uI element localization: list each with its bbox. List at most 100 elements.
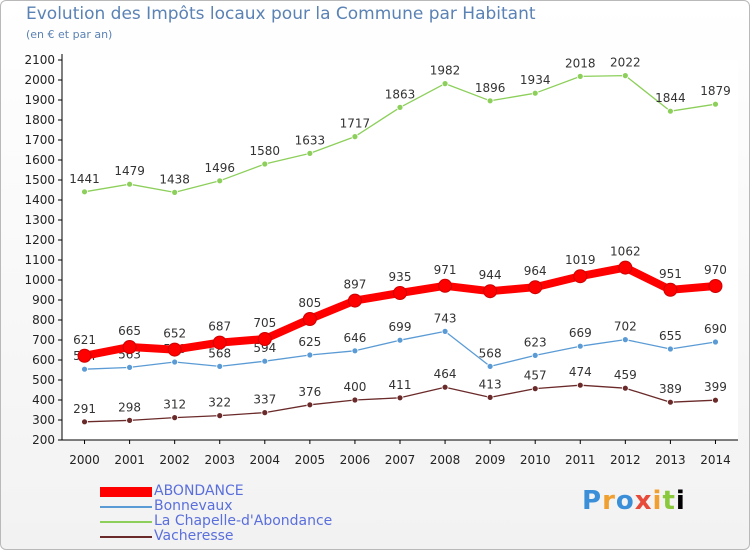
x-tick-label: 2011 xyxy=(565,453,596,467)
data-label: 291 xyxy=(73,402,96,416)
data-label: 646 xyxy=(343,331,366,345)
data-point xyxy=(216,412,224,420)
data-point xyxy=(621,336,629,344)
data-label: 1019 xyxy=(565,253,596,267)
y-tick-label: 600 xyxy=(32,353,55,367)
data-label: 1934 xyxy=(520,73,551,87)
data-point xyxy=(216,362,224,370)
series-vacheresse: 291 298 312 322 337 376 400 411 464 413 457 474 459 3… xyxy=(73,365,727,426)
data-label: 702 xyxy=(614,320,637,334)
data-point xyxy=(576,73,584,80)
x-tick-label: 2002 xyxy=(159,453,190,467)
chart-subtitle: (en € et par an) xyxy=(26,28,113,41)
data-point xyxy=(621,384,629,392)
logo-letter: t xyxy=(662,486,676,516)
y-tick-label: 1400 xyxy=(24,193,55,207)
data-point xyxy=(171,188,179,196)
data-point xyxy=(122,340,137,354)
y-tick-label: 800 xyxy=(32,313,55,327)
data-point xyxy=(708,279,723,293)
y-tick-label: 500 xyxy=(32,373,55,387)
data-label: 690 xyxy=(704,322,727,336)
data-label: 1580 xyxy=(250,144,281,158)
data-label: 1844 xyxy=(655,91,686,105)
data-label: 1496 xyxy=(204,161,235,175)
data-point xyxy=(712,338,719,346)
y-tick-label: 400 xyxy=(32,393,55,407)
data-point xyxy=(667,345,674,353)
data-point xyxy=(216,177,224,185)
y-tick-label: 900 xyxy=(32,293,55,307)
legend-label: ABONDANCE xyxy=(154,483,244,499)
data-point xyxy=(438,278,453,293)
x-tick-label: 2006 xyxy=(340,453,371,467)
data-point xyxy=(531,89,539,97)
data-point xyxy=(261,409,269,417)
data-point xyxy=(257,332,272,346)
data-point xyxy=(486,97,494,105)
data-label: 2022 xyxy=(610,56,641,70)
y-tick-label: 1100 xyxy=(24,253,55,267)
y-tick-label: 1700 xyxy=(24,133,55,147)
y-tick-label: 1800 xyxy=(24,113,55,127)
x-tick-label: 2007 xyxy=(385,453,416,467)
data-label: 971 xyxy=(434,263,457,277)
data-point xyxy=(393,286,407,300)
data-point xyxy=(712,396,719,404)
data-label: 568 xyxy=(208,346,231,360)
data-point xyxy=(667,398,674,406)
data-point xyxy=(441,327,449,335)
x-tick-label: 2012 xyxy=(610,453,641,467)
y-tick-label: 1900 xyxy=(24,93,55,107)
plot-area xyxy=(62,60,738,440)
data-label: 474 xyxy=(569,365,592,379)
y-tick-label: 1300 xyxy=(24,213,55,227)
y-tick-label: 1200 xyxy=(24,233,55,247)
series-abondance: 621 665 652 687 705 805 897 935 971 944 964 1019 106… xyxy=(73,245,727,363)
data-point xyxy=(712,100,719,108)
legend-label: La Chapelle-d'Abondance xyxy=(154,513,333,529)
x-tick-label: 2004 xyxy=(250,453,281,467)
data-label: 1441 xyxy=(69,172,100,186)
y-tick-label: 700 xyxy=(32,333,55,347)
data-point xyxy=(306,149,314,157)
data-point xyxy=(261,357,269,365)
data-label: 897 xyxy=(343,278,366,292)
data-point xyxy=(351,133,359,141)
proxiti-logo: Proxiti xyxy=(582,486,686,516)
data-label: 665 xyxy=(118,324,141,338)
data-label: 623 xyxy=(524,335,547,349)
data-point xyxy=(126,416,134,424)
logo-letter: r xyxy=(602,486,616,516)
data-label: 705 xyxy=(253,316,276,330)
data-point xyxy=(77,348,92,363)
data-point xyxy=(171,414,179,422)
data-point xyxy=(306,351,314,359)
chart-title: Evolution des Impôts locaux pour la Comm… xyxy=(26,4,536,24)
data-label: 687 xyxy=(208,320,231,334)
data-label: 935 xyxy=(389,270,412,284)
data-point xyxy=(212,335,227,350)
data-point xyxy=(126,180,134,188)
y-tick-label: 1500 xyxy=(24,173,55,187)
data-label: 805 xyxy=(298,296,321,310)
logo-letter: i xyxy=(652,486,663,516)
data-label: 312 xyxy=(163,398,186,412)
legend-swatch xyxy=(100,506,152,508)
data-point xyxy=(261,160,269,168)
x-tick-label: 2010 xyxy=(520,453,551,467)
x-tick-label: 2003 xyxy=(204,453,235,467)
data-label: 389 xyxy=(659,382,682,396)
data-label: 699 xyxy=(389,320,412,334)
data-point xyxy=(663,282,678,297)
data-label: 652 xyxy=(163,327,186,341)
data-label: 298 xyxy=(118,400,141,414)
data-label: 322 xyxy=(208,396,231,410)
logo-letter: x xyxy=(634,486,653,516)
logo-letter: o xyxy=(615,486,635,516)
legend-label: Bonnevaux xyxy=(154,498,233,514)
x-tick-label: 2014 xyxy=(700,453,731,467)
data-label: 625 xyxy=(298,335,321,349)
data-point xyxy=(167,342,182,357)
y-tick-label: 2100 xyxy=(24,53,55,67)
